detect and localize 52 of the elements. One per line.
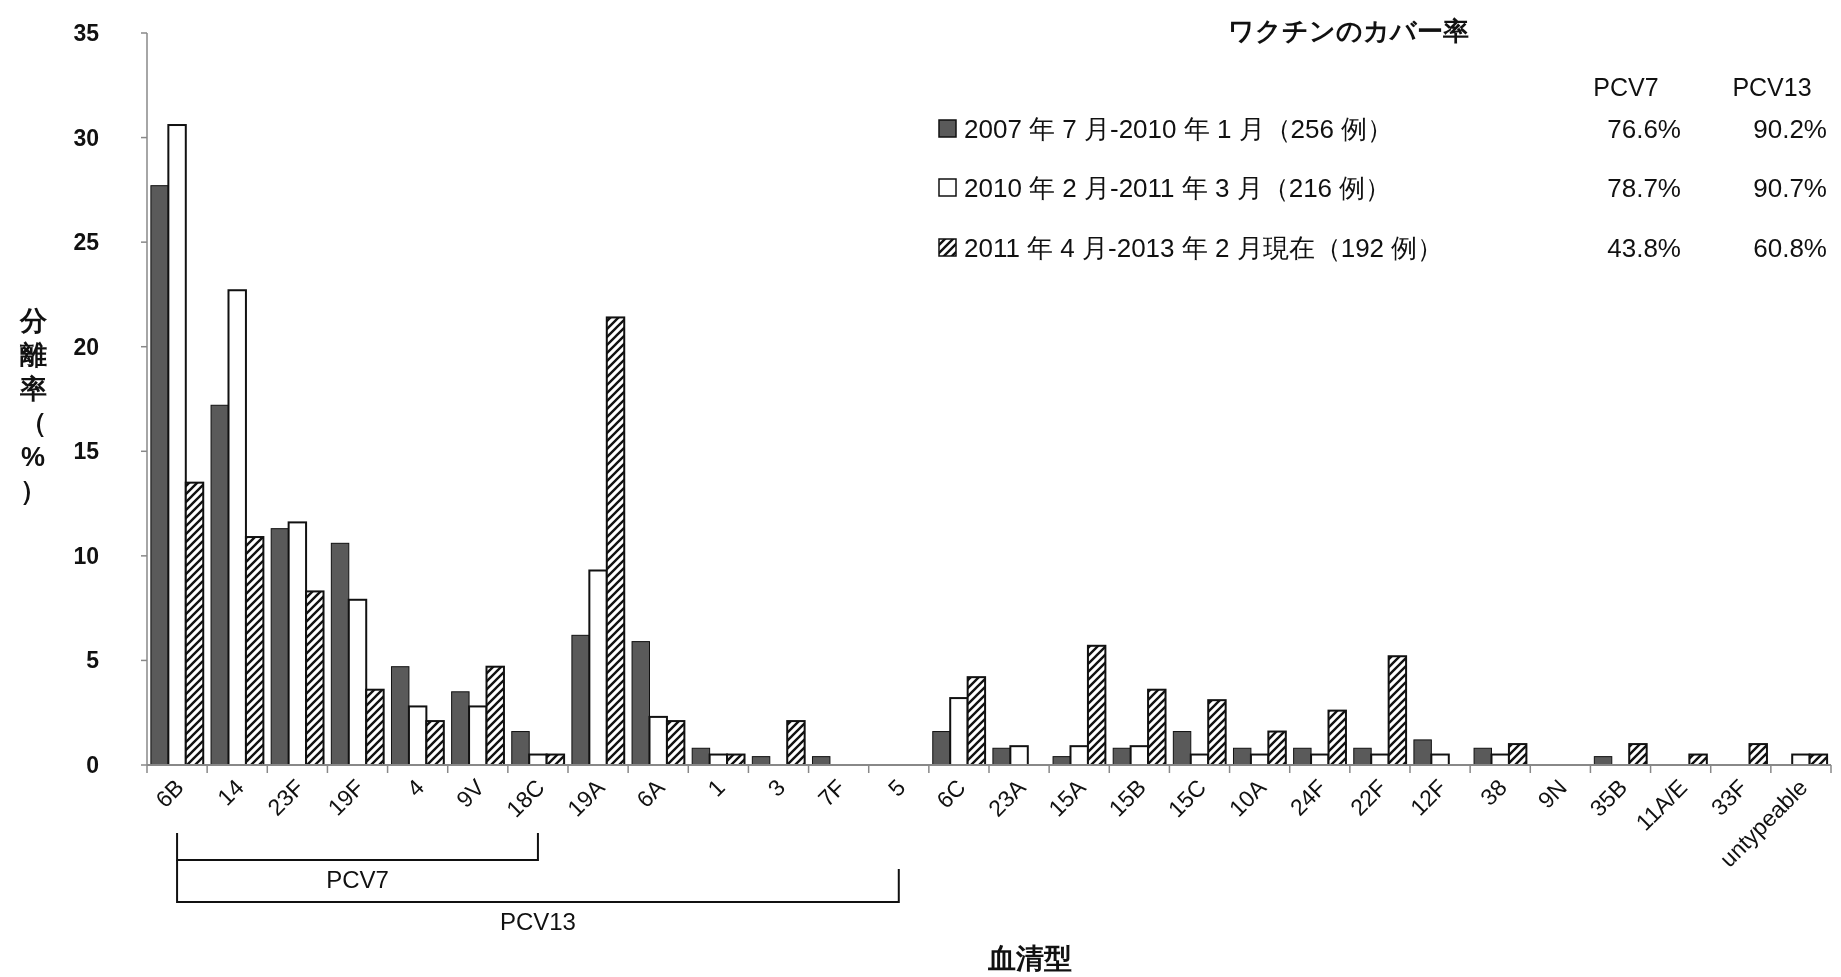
legend-label: 2007 年 7 月-2010 年 1 月（256 例） (964, 114, 1394, 144)
x-tick-label: 15C (1162, 774, 1212, 823)
x-tick-label: 24F (1284, 774, 1332, 821)
x-tick-label: 22F (1345, 774, 1392, 821)
x-tick-label: 9V (451, 773, 490, 813)
bar (1628, 743, 1648, 766)
y-tick-label: 20 (73, 333, 99, 360)
y-tick-label: 0 (86, 752, 99, 778)
x-tick-label: 1 (702, 774, 730, 802)
y-tick-label: 25 (73, 229, 100, 256)
x-tick-label: 4 (401, 774, 430, 802)
annotation: 90.2% (1753, 114, 1827, 144)
y-tick-label: 35 (73, 20, 100, 46)
x-tick-label: 6A (631, 773, 671, 813)
x-tick-label: 7F (812, 774, 851, 812)
annotation: 90.7% (1753, 173, 1827, 203)
x-tick-label: 18C (501, 774, 550, 823)
x-tick-label: 5 (882, 774, 911, 802)
y-tick-label: 10 (73, 542, 99, 569)
annotation: PCV13 (1732, 73, 1812, 101)
bar (1748, 743, 1768, 766)
legend-label: 2011 年 4 月-2013 年 2 月現在（192 例） (964, 233, 1444, 263)
text: PCV7 (326, 866, 389, 893)
y-tick-label: 15 (73, 438, 100, 465)
y-axis-title: 分離率（%） (19, 306, 47, 506)
legend-title: ワクチンのカバー率 (1227, 16, 1469, 46)
x-axis-title: 血清型 (987, 943, 1072, 974)
x-tick-label: 9N (1532, 774, 1572, 814)
x-tick-label: 15A (1043, 773, 1092, 822)
x-tick-label: 10A (1223, 773, 1272, 822)
x-tick-label: 23A (983, 773, 1032, 822)
x-tick-label: 14 (212, 774, 249, 811)
x-tick-label: 38 (1475, 774, 1512, 811)
annotation: 60.8% (1753, 233, 1827, 263)
x-tick-label: 19A (562, 773, 611, 822)
x-tick-label: 6B (150, 774, 189, 813)
annotation: 76.6% (1607, 114, 1681, 144)
y-tick-label: 30 (73, 124, 99, 151)
x-tick-label: 15B (1103, 774, 1151, 822)
x-tick-label: 19F (322, 774, 370, 821)
x-tick-label: 35B (1584, 774, 1633, 822)
y-tick-label: 5 (86, 647, 100, 674)
x-tick-label: 23F (262, 774, 309, 821)
annotation: 78.7% (1607, 173, 1681, 203)
x-tick-label: 6C (931, 774, 971, 814)
legend-label: 2010 年 2 月-2011 年 3 月（216 例） (964, 173, 1392, 203)
text: PCV13 (499, 908, 576, 935)
x-tick-label: 12F (1405, 774, 1452, 821)
bar (786, 720, 806, 766)
annotation: PCV7 (1593, 73, 1659, 101)
x-tick-label: 3 (762, 774, 791, 802)
annotation: 43.8% (1607, 233, 1681, 263)
